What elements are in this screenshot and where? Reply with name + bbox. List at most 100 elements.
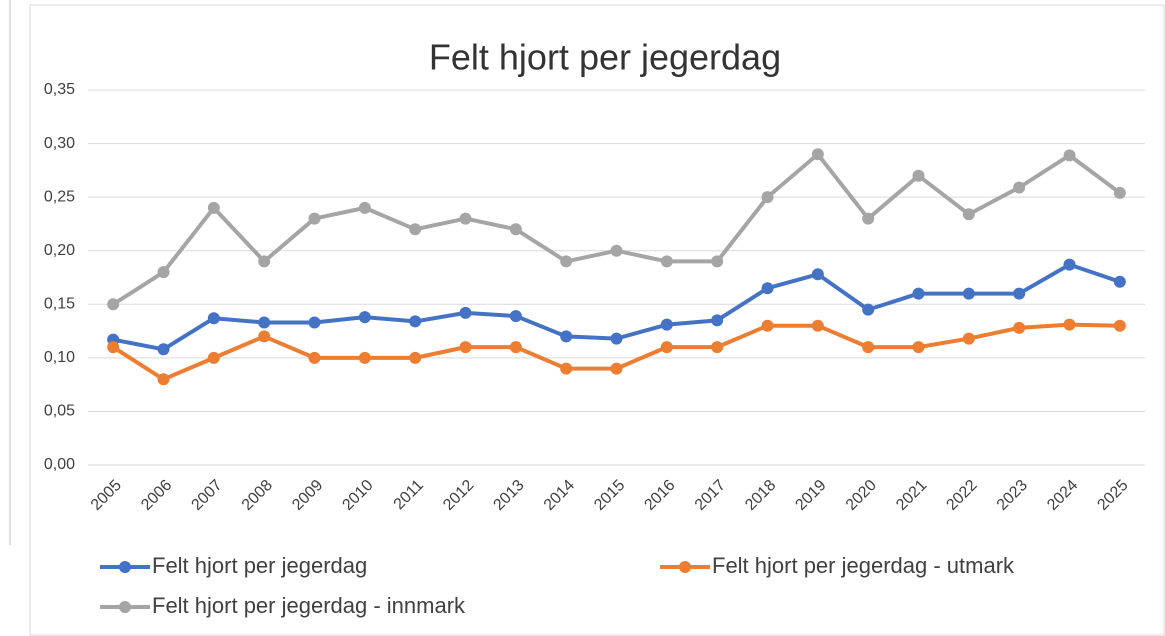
data-point [560, 362, 573, 375]
data-point [1113, 275, 1126, 288]
y-tick-label: 0,20 [44, 242, 75, 259]
data-point [660, 255, 673, 268]
data-point [1013, 287, 1026, 300]
data-point [358, 351, 371, 364]
data-point [207, 201, 220, 214]
data-point [811, 319, 824, 332]
chart-title: Felt hjort per jegerdag [429, 37, 781, 78]
data-point [107, 341, 120, 354]
legend-marker [119, 561, 131, 573]
data-point [1063, 318, 1076, 331]
data-point [761, 282, 774, 295]
data-point [962, 208, 975, 221]
y-tick-label: 0,15 [44, 296, 75, 313]
x-tick-label: 2012 [440, 477, 477, 514]
data-point [459, 306, 472, 319]
data-point [1063, 149, 1076, 162]
data-point [912, 287, 925, 300]
y-tick-label: 0,30 [44, 135, 75, 152]
data-point [107, 298, 120, 311]
x-tick-label: 2016 [641, 477, 678, 514]
data-point [1013, 321, 1026, 334]
data-point [811, 268, 824, 281]
x-tick-label: 2022 [943, 477, 980, 514]
data-point [711, 314, 724, 327]
legend-label: Felt hjort per jegerdag [152, 553, 367, 578]
data-point [912, 169, 925, 182]
data-point [610, 244, 623, 257]
data-point [1013, 181, 1026, 194]
data-point [509, 341, 522, 354]
data-point [308, 212, 321, 225]
data-point [207, 351, 220, 364]
x-tick-label: 2023 [994, 477, 1031, 514]
data-point [1113, 319, 1126, 332]
x-tick-label: 2013 [490, 477, 527, 514]
data-point [660, 318, 673, 331]
data-point [560, 255, 573, 268]
data-point [358, 311, 371, 324]
data-point [610, 332, 623, 345]
x-tick-label: 2010 [339, 477, 376, 514]
data-point [1063, 258, 1076, 271]
data-point [811, 148, 824, 161]
data-point [258, 255, 271, 268]
x-tick-label: 2021 [893, 477, 930, 514]
legend-label: Felt hjort per jegerdag - utmark [712, 553, 1015, 578]
data-point [711, 341, 724, 354]
data-point [509, 310, 522, 323]
data-point [962, 332, 975, 345]
legend-marker [679, 561, 691, 573]
data-point [509, 223, 522, 236]
data-point [459, 341, 472, 354]
y-tick-label: 0,10 [44, 349, 75, 366]
data-point [912, 341, 925, 354]
data-point [711, 255, 724, 268]
x-tick-label: 2015 [591, 477, 628, 514]
data-point [761, 191, 774, 204]
data-point [761, 319, 774, 332]
data-point [560, 330, 573, 343]
legend-marker [119, 601, 131, 613]
data-point [409, 223, 422, 236]
legend-label: Felt hjort per jegerdag - innmark [152, 593, 466, 618]
data-point [207, 312, 220, 325]
chart-frame [29, 4, 1165, 636]
data-point [660, 341, 673, 354]
y-tick-label: 0,25 [44, 188, 75, 205]
data-point [258, 330, 271, 343]
x-tick-label: 2024 [1044, 477, 1081, 514]
data-point [459, 212, 472, 225]
data-point [610, 362, 623, 375]
data-point [862, 303, 875, 316]
x-tick-label: 2011 [391, 477, 427, 513]
x-tick-label: 2006 [138, 477, 175, 514]
series-line [112, 152, 1122, 306]
data-point [308, 316, 321, 329]
data-point [409, 315, 422, 328]
y-tick-label: 0,05 [44, 403, 75, 420]
data-point [862, 341, 875, 354]
x-tick-label: 2017 [692, 477, 729, 514]
data-point [962, 287, 975, 300]
x-tick-label: 2009 [289, 477, 326, 514]
data-point [157, 373, 170, 386]
y-tick-label: 0,00 [44, 456, 75, 473]
x-tick-label: 2005 [88, 477, 125, 514]
x-tick-label: 2018 [742, 477, 779, 514]
data-point [358, 201, 371, 214]
data-point [308, 351, 321, 364]
data-point [1113, 186, 1126, 199]
data-point [157, 343, 170, 356]
x-tick-label: 2008 [239, 477, 276, 514]
data-point [409, 351, 422, 364]
data-point [862, 212, 875, 225]
x-tick-label: 2025 [1094, 477, 1131, 514]
x-tick-label: 2019 [792, 477, 829, 514]
x-tick-label: 2007 [188, 477, 225, 514]
x-tick-label: 2014 [541, 477, 578, 514]
x-tick-label: 2020 [843, 477, 880, 514]
data-point [157, 266, 170, 279]
data-point [258, 316, 271, 329]
